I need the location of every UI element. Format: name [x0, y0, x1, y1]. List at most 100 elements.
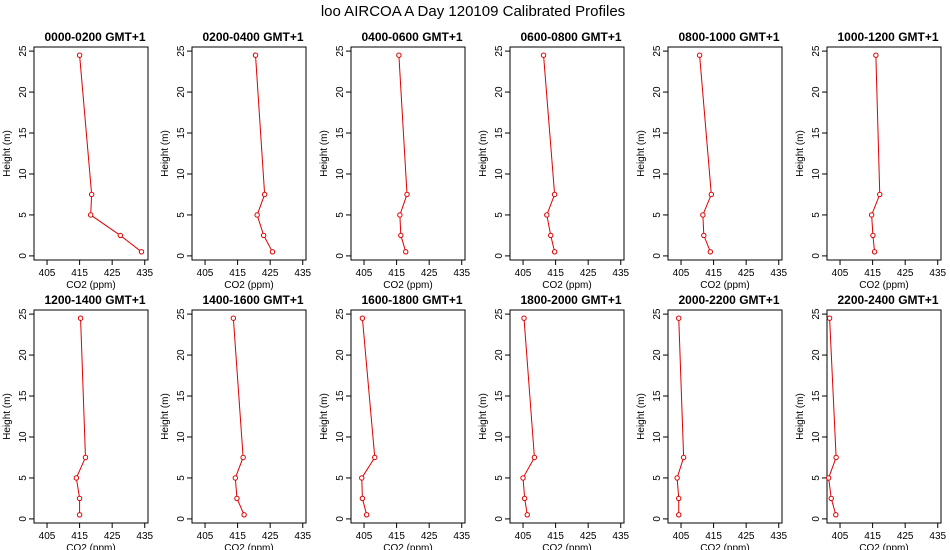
- profile-point: [833, 454, 839, 461]
- profile-point: [77, 315, 84, 321]
- x-tick-label: 415: [71, 268, 88, 279]
- y-tick-label: 15: [335, 390, 346, 402]
- profile-point: [521, 495, 528, 502]
- x-tick-label: 405: [197, 268, 214, 279]
- y-tick-label: 25: [811, 45, 822, 57]
- y-tick-label: 15: [652, 390, 663, 402]
- profile-point: [680, 454, 687, 461]
- x-axis-label: CO2 (ppm): [66, 543, 115, 550]
- x-tick-label: 405: [356, 268, 373, 279]
- y-tick-label: 10: [18, 431, 29, 443]
- x-tick-label: 405: [356, 531, 373, 542]
- x-tick-label: 415: [864, 531, 881, 542]
- x-tick-label: 425: [897, 268, 914, 279]
- y-tick-label: 20: [494, 349, 505, 361]
- y-axis-label: Height (m): [636, 393, 647, 440]
- profile-point: [707, 249, 714, 255]
- x-tick-label: 405: [39, 268, 56, 279]
- y-axis-label: Height (m): [636, 130, 647, 177]
- y-tick-label: 0: [18, 253, 29, 259]
- x-tick-label: 435: [136, 268, 153, 279]
- profile-point: [260, 232, 267, 239]
- y-tick-label: 25: [18, 45, 29, 57]
- profile-point: [241, 512, 247, 518]
- y-tick-label: 5: [176, 212, 187, 218]
- profile-point: [833, 512, 839, 518]
- y-axis-label: Height (m): [795, 130, 806, 177]
- x-axis-label: CO2 (ppm): [542, 280, 591, 291]
- x-tick-label: 415: [705, 531, 722, 542]
- x-tick-label: 425: [580, 268, 597, 279]
- panels-grid: 0000-0200 GMT+1 405 415 425 435 0 5 10 15 20 25 CO2…: [2, 30, 947, 550]
- plot-frame: [33, 46, 149, 261]
- y-tick-label: 15: [652, 127, 663, 139]
- y-tick-label: 25: [494, 45, 505, 57]
- profile-point: [524, 512, 530, 518]
- plot-frame: [826, 46, 942, 261]
- profile-point: [76, 52, 83, 58]
- panel-title: 1200-1400 GMT+1: [44, 293, 145, 307]
- profile-point: [76, 512, 83, 518]
- x-tick-label: 425: [421, 531, 438, 542]
- profile-point: [261, 191, 268, 198]
- profile-point: [873, 52, 879, 58]
- y-tick-label: 10: [335, 431, 346, 443]
- profile-panel: 1800-2000 GMT+1 405 415 425 435 0 5 10 15 20 25 CO2…: [478, 293, 630, 550]
- profile-point: [269, 249, 276, 255]
- x-axis-label: CO2 (ppm): [66, 280, 115, 291]
- x-tick-label: 405: [673, 531, 690, 542]
- profile-point: [870, 232, 876, 239]
- y-tick-label: 5: [652, 212, 663, 218]
- y-tick-label: 5: [811, 475, 822, 481]
- y-axis-label: Height (m): [478, 393, 489, 440]
- x-tick-label: 415: [547, 531, 564, 542]
- panel-title: 2000-2200 GMT+1: [678, 293, 779, 307]
- y-tick-label: 15: [811, 390, 822, 402]
- y-tick-label: 5: [811, 212, 822, 218]
- y-tick-label: 20: [335, 349, 346, 361]
- y-tick-label: 25: [811, 308, 822, 320]
- profile-point: [73, 475, 80, 481]
- profile-point: [540, 52, 547, 58]
- y-tick-label: 10: [494, 431, 505, 443]
- x-tick-label: 425: [262, 531, 279, 542]
- y-tick-label: 0: [811, 516, 822, 522]
- y-tick-label: 0: [176, 253, 187, 259]
- y-axis-label: Height (m): [319, 393, 330, 440]
- profile-point: [404, 191, 410, 198]
- profile-point: [234, 495, 240, 502]
- y-tick-label: 0: [494, 516, 505, 522]
- y-tick-label: 20: [18, 86, 29, 98]
- profile-point: [76, 495, 83, 502]
- profile-panel: 1400-1600 GMT+1 405 415 425 435 0 5 10 15 20 25 CO2…: [160, 293, 312, 550]
- profile-point: [676, 315, 682, 321]
- profile-point: [359, 495, 366, 502]
- profile-panel: 2000-2200 GMT+1 405 415 425 435 0 5 10 15 20 25 CO2…: [636, 293, 788, 550]
- x-tick-label: 435: [453, 531, 470, 542]
- profile-point: [117, 232, 124, 239]
- y-tick-label: 10: [176, 431, 187, 443]
- y-tick-label: 20: [176, 349, 187, 361]
- y-tick-label: 25: [18, 308, 29, 320]
- profile-point: [232, 475, 239, 481]
- profile-point: [520, 475, 526, 481]
- x-tick-label: 405: [197, 531, 214, 542]
- x-tick-label: 435: [929, 268, 946, 279]
- profile-point: [708, 191, 715, 198]
- profile-panel: 0800-1000 GMT+1 405 415 425 435 0 5 10 15 20 25 CO2…: [636, 30, 788, 291]
- x-tick-label: 435: [294, 268, 311, 279]
- profile-point: [701, 232, 707, 239]
- plot-frame: [33, 309, 149, 524]
- y-tick-label: 15: [176, 127, 187, 139]
- panel-title: 1800-2000 GMT+1: [520, 293, 621, 307]
- profile-point: [521, 315, 527, 321]
- x-tick-label: 435: [612, 268, 629, 279]
- profile-point: [877, 191, 883, 198]
- profile-point: [828, 495, 834, 502]
- y-tick-label: 0: [652, 516, 663, 522]
- x-tick-label: 425: [580, 531, 597, 542]
- y-tick-label: 10: [18, 168, 29, 180]
- x-tick-label: 405: [832, 268, 849, 279]
- x-tick-label: 425: [738, 268, 755, 279]
